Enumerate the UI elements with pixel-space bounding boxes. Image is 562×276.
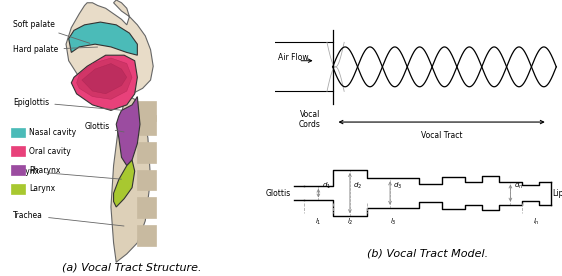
Text: Lips: Lips [552,189,562,198]
Polygon shape [76,58,132,99]
Polygon shape [69,22,137,55]
Bar [137,225,156,246]
Text: Hard palate: Hard palate [13,45,98,54]
Text: $l_2$: $l_2$ [347,217,353,227]
Bar [137,197,156,218]
Text: (a) Vocal Tract Structure.: (a) Vocal Tract Structure. [62,263,202,273]
Text: $d_1$: $d_1$ [322,181,331,191]
Text: $d_n$: $d_n$ [514,181,523,191]
Text: $l_1$: $l_1$ [315,217,321,227]
Bar [137,115,156,135]
Text: Glottis: Glottis [266,189,291,198]
Text: $d_2$: $d_2$ [353,181,362,191]
Polygon shape [66,0,153,97]
Bar [137,101,156,121]
Text: $d_3$: $d_3$ [393,181,402,191]
Bar [11,165,25,175]
Polygon shape [82,63,127,94]
Text: Larynx: Larynx [13,167,121,179]
Text: Vocal
Cords: Vocal Cords [299,110,321,129]
Bar [137,170,156,190]
Polygon shape [111,97,151,262]
Bar [11,184,25,194]
Bar [11,146,25,156]
Polygon shape [114,160,135,207]
Polygon shape [71,55,137,110]
Bar [137,142,156,163]
Text: Larynx: Larynx [29,184,55,193]
Text: Soft palate: Soft palate [13,20,90,43]
Text: Oral cavity: Oral cavity [29,147,71,156]
Text: $l_3$: $l_3$ [389,217,396,227]
Text: Epiglottis: Epiglottis [13,98,121,110]
Text: Pharynx: Pharynx [29,166,61,174]
Text: $l_n$: $l_n$ [533,217,540,227]
Polygon shape [116,97,140,166]
Text: (b) Vocal Tract Model.: (b) Vocal Tract Model. [367,249,488,259]
Text: Trachea: Trachea [13,211,124,226]
Bar [11,128,25,137]
Text: Vocal Tract: Vocal Tract [421,131,463,140]
Text: Nasal cavity: Nasal cavity [29,128,76,137]
Text: Air Flow: Air Flow [278,53,309,62]
Text: Glottis: Glottis [84,123,124,132]
